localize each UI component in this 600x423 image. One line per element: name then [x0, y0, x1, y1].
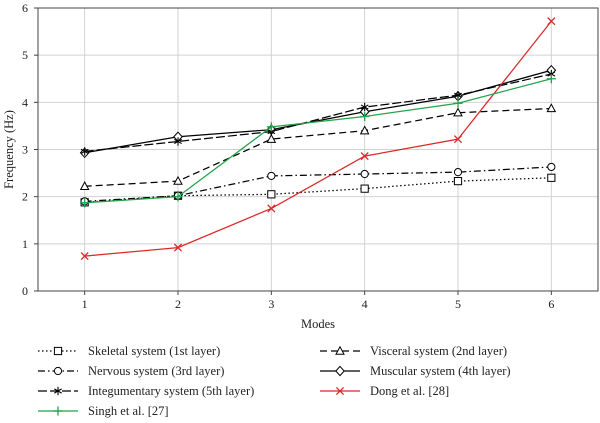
x-tick-label: 4 [362, 297, 368, 311]
data-point [546, 103, 557, 113]
x-tick-label: 6 [548, 297, 554, 311]
series-line [84, 166, 552, 203]
legend-marker [53, 366, 63, 376]
series-1 [79, 103, 557, 190]
legend-marker [53, 346, 63, 356]
data-point [80, 252, 89, 261]
data-point [173, 243, 183, 252]
data-point [453, 98, 463, 108]
data-point [453, 107, 463, 117]
y-tick-label: 0 [22, 284, 28, 298]
data-point [80, 147, 89, 156]
data-point [547, 173, 556, 182]
y-tick-label: 6 [22, 1, 28, 15]
series-line [84, 107, 552, 187]
data-point [266, 122, 276, 132]
series-layer [79, 17, 557, 261]
data-point [266, 133, 277, 143]
data-point [360, 102, 369, 112]
legend-label: Singh et al. [27] [88, 404, 169, 418]
data-point [80, 198, 90, 208]
legend-label: Visceral system (2nd layer) [370, 344, 507, 358]
data-point [267, 171, 276, 181]
data-point [79, 181, 90, 190]
data-point [360, 152, 369, 161]
y-tick-label: 2 [22, 190, 28, 204]
series-4 [80, 69, 556, 156]
data-point [173, 175, 183, 185]
series-line [84, 73, 552, 153]
legend-label: Nervous system (3rd layer) [88, 364, 224, 378]
series-0 [80, 173, 556, 207]
series-line [84, 69, 552, 154]
legend-item: Skeletal system (1st layer) [38, 344, 220, 358]
data-point [453, 177, 463, 186]
legend-label: Skeletal system (1st layer) [88, 344, 220, 358]
legend-label: Muscular system (4th layer) [370, 364, 511, 378]
legend-marker [54, 386, 62, 396]
x-tick-label: 3 [268, 297, 274, 311]
series-line [84, 20, 552, 257]
legend-label: Integumentary system (5th layer) [88, 384, 254, 398]
data-point [546, 74, 556, 84]
x-axis-title: Modes [301, 317, 335, 331]
legend: Skeletal system (1st layer) Visceral syst… [38, 344, 511, 418]
legend-item: Muscular system (4th layer) [320, 364, 511, 378]
legend-marker [335, 365, 345, 377]
legend-label: Dong et al. [28] [370, 384, 449, 398]
data-point [359, 125, 370, 135]
data-point [267, 204, 276, 213]
series-5 [80, 17, 556, 261]
data-point [360, 169, 369, 179]
x-tick-label: 2 [175, 297, 181, 311]
y-tick-label: 5 [22, 48, 28, 62]
data-point [174, 137, 182, 146]
legend-marker [53, 406, 63, 416]
legend-item: Integumentary system (5th layer) [38, 384, 254, 398]
y-axis-title: Frequency (Hz) [2, 110, 16, 189]
series-line [84, 78, 552, 204]
y-tick-label: 4 [22, 95, 28, 109]
data-point [453, 168, 463, 177]
y-tick-label: 1 [22, 237, 28, 251]
legend-marker [335, 386, 345, 396]
axes: 1 2 3 4 5 6 0 1 2 3 4 5 6 [22, 1, 599, 311]
legend-item: Dong et al. [28] [320, 384, 449, 398]
series-6 [80, 74, 556, 208]
data-point [360, 184, 369, 193]
grid-lines [38, 7, 598, 292]
data-point [173, 192, 183, 202]
data-point [360, 111, 370, 122]
legend-marker [335, 345, 345, 355]
legend-item: Visceral system (2nd layer) [320, 344, 507, 358]
legend-item: Singh et al. [27] [38, 404, 169, 418]
x-tick-label: 5 [455, 297, 461, 311]
data-point [547, 17, 556, 26]
series-2 [80, 162, 556, 206]
y-tick-label: 3 [22, 143, 28, 157]
data-point [267, 190, 276, 199]
data-point [454, 91, 462, 100]
data-point [547, 162, 556, 172]
legend-item: Nervous system (3rd layer) [38, 364, 224, 378]
data-point [453, 135, 463, 144]
x-tick-label: 1 [82, 297, 88, 311]
